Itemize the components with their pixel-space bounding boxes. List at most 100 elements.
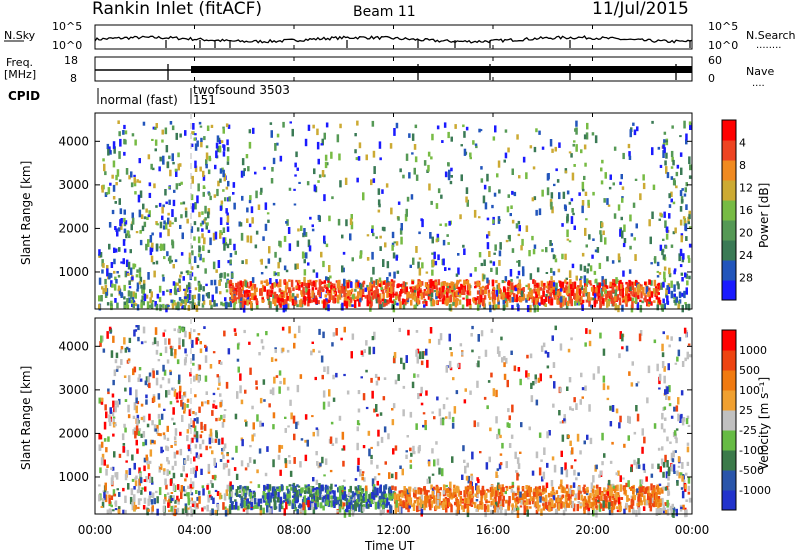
range-cell xyxy=(400,236,403,245)
range-cell xyxy=(538,432,542,438)
range-cell xyxy=(675,437,678,444)
range-cell xyxy=(205,346,208,352)
range-cell xyxy=(410,194,414,200)
range-cell xyxy=(244,300,247,305)
range-cell xyxy=(269,294,273,297)
range-cell xyxy=(519,378,522,386)
range-cell xyxy=(190,266,194,270)
range-cell xyxy=(276,133,280,138)
range-cell xyxy=(176,507,180,513)
range-cell xyxy=(488,186,491,193)
range-cell xyxy=(490,267,493,272)
range-cell xyxy=(642,174,645,181)
range-cell xyxy=(239,373,242,381)
range-cell xyxy=(194,133,197,136)
range-cell xyxy=(144,486,147,492)
range-cell xyxy=(685,139,688,145)
range-cell xyxy=(229,481,232,487)
range-cell xyxy=(319,502,323,509)
range-cell xyxy=(278,370,282,376)
range-cell xyxy=(590,286,594,292)
range-cell xyxy=(108,498,111,504)
range-cell xyxy=(115,472,119,480)
range-cell xyxy=(400,223,403,231)
range-cell xyxy=(619,505,622,512)
range-cell xyxy=(285,292,289,296)
range-cell xyxy=(194,444,198,449)
range-cell xyxy=(648,502,652,508)
range-cell xyxy=(619,229,622,237)
range-cell xyxy=(559,495,562,504)
range-cell xyxy=(190,508,193,517)
range-cell xyxy=(283,299,286,306)
range-cell xyxy=(359,289,363,297)
range-cell xyxy=(377,199,381,206)
range-cell xyxy=(624,296,628,304)
range-cell xyxy=(542,505,546,511)
range-cell xyxy=(329,436,333,444)
range-cell xyxy=(197,301,201,307)
range-cell xyxy=(194,165,198,172)
range-cell xyxy=(294,263,297,270)
range-cell xyxy=(193,434,197,438)
range-cell xyxy=(202,425,206,430)
range-cell xyxy=(230,491,234,498)
range-cell xyxy=(179,224,182,229)
range-cell xyxy=(165,390,168,398)
range-cell xyxy=(431,299,435,305)
range-cell xyxy=(656,304,659,311)
range-cell xyxy=(554,508,558,514)
range-cell xyxy=(543,282,546,287)
range-cell xyxy=(447,131,450,139)
range-cell xyxy=(632,122,635,126)
range-cell xyxy=(568,281,571,288)
range-cell xyxy=(158,166,161,172)
range-cell xyxy=(635,405,638,412)
range-cell xyxy=(500,487,503,495)
range-cell xyxy=(627,293,631,297)
range-cell xyxy=(194,202,197,210)
range-cell xyxy=(113,284,117,291)
range-cell xyxy=(205,163,208,169)
range-cell xyxy=(114,359,118,364)
range-cell xyxy=(461,291,464,295)
range-cell xyxy=(461,500,464,503)
range-cell xyxy=(449,503,452,507)
range-cell xyxy=(660,423,664,430)
range-cell xyxy=(109,407,112,412)
range-cell xyxy=(376,480,379,486)
range-cell xyxy=(483,396,487,400)
range-cell xyxy=(662,254,666,260)
range-cell xyxy=(317,464,320,469)
range-cell xyxy=(254,295,257,300)
range-cell xyxy=(668,204,672,208)
range-cell xyxy=(300,507,303,513)
range-cell xyxy=(219,393,222,397)
range-cell xyxy=(365,502,369,508)
range-cell xyxy=(436,499,440,506)
range-cell xyxy=(668,193,671,199)
range-cell xyxy=(433,285,436,290)
range-cell xyxy=(666,499,669,508)
range-cell xyxy=(134,139,137,146)
range-cell xyxy=(465,497,468,504)
range-cell xyxy=(481,485,485,494)
range-cell xyxy=(180,485,184,493)
range-cell xyxy=(316,128,319,136)
range-cell xyxy=(238,221,241,227)
range-cell xyxy=(446,298,449,305)
range-cell xyxy=(454,501,457,506)
range-cell xyxy=(685,499,688,502)
range-cell xyxy=(418,487,421,490)
range-cell xyxy=(681,475,684,482)
range-cell xyxy=(150,163,153,170)
range-cell xyxy=(143,221,147,228)
range-cell xyxy=(606,385,610,390)
range-cell xyxy=(650,473,654,478)
range-cell xyxy=(230,293,234,299)
range-cell xyxy=(130,171,133,178)
range-cell xyxy=(118,398,121,405)
range-cell xyxy=(440,282,443,288)
range-cell xyxy=(448,267,451,271)
